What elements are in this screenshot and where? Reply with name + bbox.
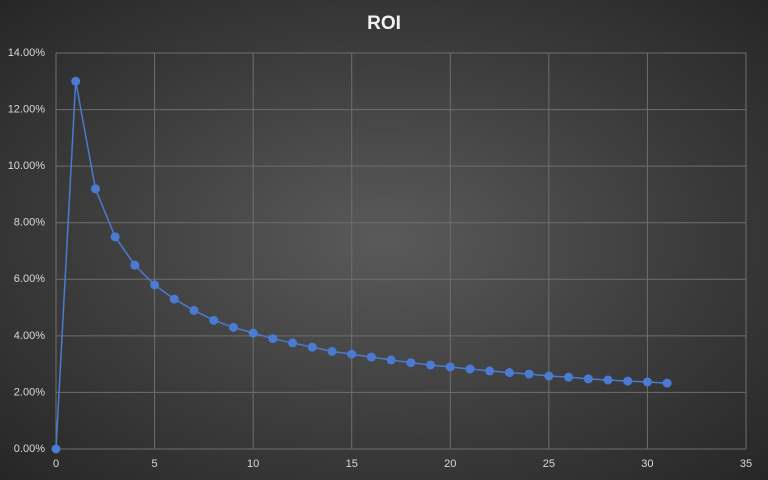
data-point (445, 362, 455, 372)
data-point (386, 355, 396, 365)
data-point (228, 322, 238, 332)
data-point (426, 360, 436, 370)
chart-title: ROI (367, 13, 401, 34)
data-point (169, 294, 179, 304)
data-point (268, 334, 278, 344)
data-point (524, 369, 534, 379)
data-point (307, 342, 317, 352)
y-tick-label: 12.00% (8, 103, 46, 115)
y-tick-label: 2.00% (14, 386, 45, 398)
data-point (504, 368, 514, 378)
data-point (485, 366, 495, 376)
y-tick-label: 6.00% (14, 273, 45, 285)
data-point (642, 377, 652, 387)
data-point (110, 232, 120, 242)
x-tick-label: 30 (641, 458, 653, 470)
x-tick-label: 15 (346, 458, 358, 470)
y-tick-label: 8.00% (14, 217, 45, 229)
data-point (71, 76, 81, 86)
y-tick-label: 0.00% (14, 443, 45, 455)
data-point (327, 346, 337, 356)
data-point (51, 444, 61, 454)
y-tick-label: 4.00% (14, 330, 45, 342)
x-tick-label: 10 (247, 458, 259, 470)
y-tick-label: 14.00% (8, 47, 46, 59)
data-point (189, 305, 199, 315)
data-point (366, 352, 376, 362)
x-tick-label: 35 (740, 458, 752, 470)
data-point (583, 374, 593, 384)
y-tick-label: 10.00% (8, 160, 46, 172)
data-line (55, 81, 668, 450)
data-point (248, 328, 258, 338)
data-point (150, 280, 160, 290)
data-point (130, 260, 140, 270)
x-tick-label: 20 (444, 458, 456, 470)
data-point (564, 372, 574, 382)
data-point (347, 349, 357, 359)
x-tick-label: 0 (53, 458, 59, 470)
data-point (662, 378, 672, 388)
data-point (603, 375, 613, 385)
data-point (465, 364, 475, 374)
x-tick-label: 25 (543, 458, 555, 470)
data-point (209, 315, 219, 325)
x-tick-label: 5 (152, 458, 158, 470)
data-point (288, 338, 298, 348)
data-point (406, 358, 416, 368)
data-point (90, 184, 100, 194)
data-point (544, 371, 554, 381)
data-point (623, 376, 633, 386)
